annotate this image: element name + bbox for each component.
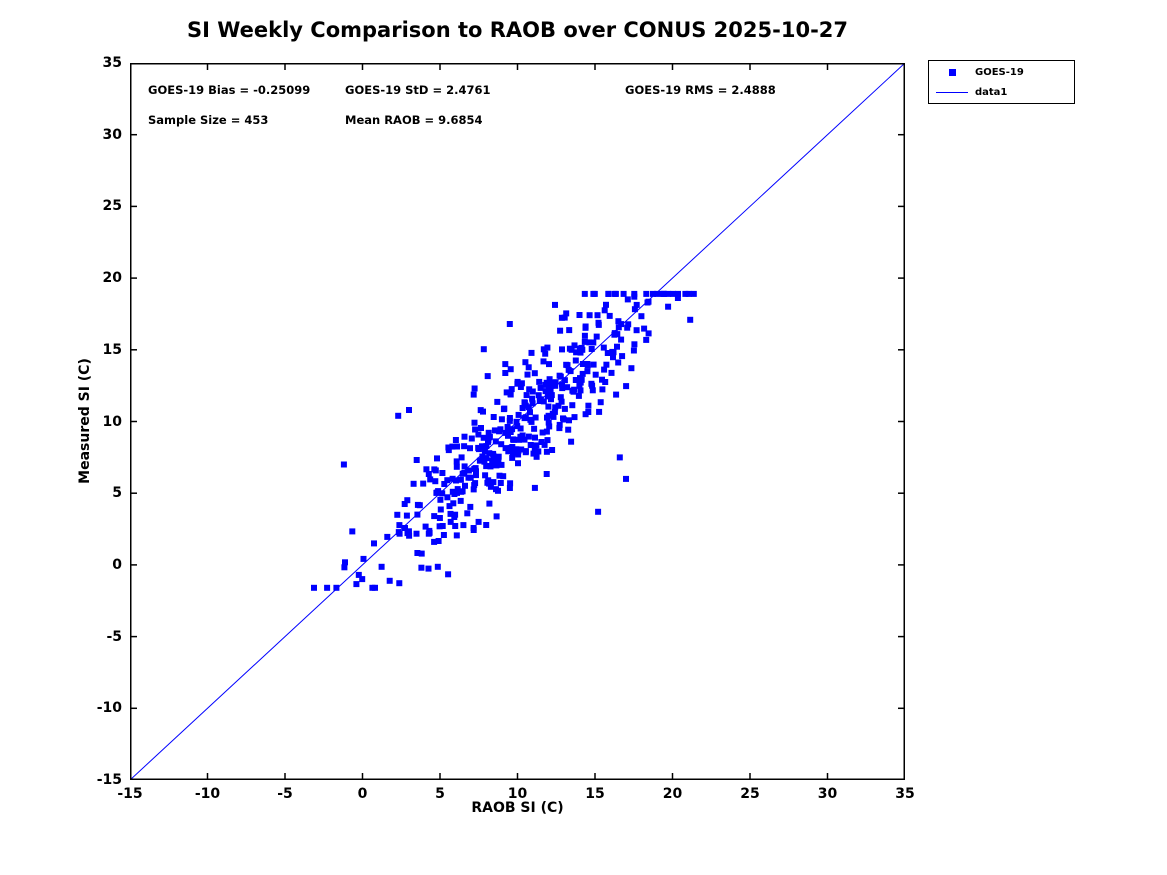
y-tick-label: -10 [96, 700, 122, 717]
legend-item-goes19: GOES-19 [929, 63, 1074, 81]
x-tick-label: 0 [357, 786, 368, 802]
y-tick-label: 25 [102, 198, 122, 215]
y-tick-label: 0 [112, 556, 122, 573]
plot-area: GOES-19 Bias = -0.25099 GOES-19 StD = 2.… [130, 63, 905, 780]
y-tick-label: 35 [102, 55, 122, 71]
legend-item-data1: data1 [929, 83, 1074, 101]
line-marker-icon [929, 91, 975, 93]
x-axis-label: RAOB SI (C) [471, 800, 564, 816]
y-tick-label: 10 [102, 413, 122, 430]
stat-rms: GOES-19 RMS = 2.4888 [625, 83, 776, 97]
y-tick-label: 30 [102, 126, 122, 143]
x-tick-label: 20 [662, 786, 683, 802]
legend-item-label: GOES-19 [975, 66, 1024, 78]
x-tick-label: 30 [817, 786, 838, 802]
y-tick-label: 20 [102, 270, 122, 287]
x-tick-label: 25 [740, 786, 760, 802]
legend: GOES-19 data1 [928, 60, 1075, 104]
stat-std: GOES-19 StD = 2.4761 [345, 83, 491, 97]
scatter-marker-icon [929, 68, 975, 76]
y-tick-label: -15 [96, 772, 122, 788]
y-tick-label: -5 [106, 628, 122, 645]
y-axis-label: Measured SI (C) [77, 358, 93, 484]
x-tick-label: 5 [435, 786, 445, 802]
chart-title: SI Weekly Comparison to RAOB over CONUS … [186, 18, 849, 42]
y-tick-label: 15 [102, 341, 122, 358]
legend-item-label: data1 [975, 86, 1008, 98]
plot-svg [130, 63, 905, 780]
stat-mean-raob: Mean RAOB = 9.6854 [345, 113, 483, 127]
x-tick-label: -5 [277, 786, 293, 802]
x-tick-label: -15 [117, 786, 143, 802]
y-tick-label: 5 [112, 485, 122, 502]
x-tick-label: -10 [194, 786, 221, 802]
x-tick-label: 10 [507, 786, 528, 802]
x-tick-label: 35 [895, 786, 915, 802]
stat-sample-size: Sample Size = 453 [148, 113, 269, 127]
scatter-points [311, 290, 697, 591]
stat-bias: GOES-19 Bias = -0.25099 [148, 83, 311, 97]
x-tick-label: 15 [585, 786, 605, 802]
